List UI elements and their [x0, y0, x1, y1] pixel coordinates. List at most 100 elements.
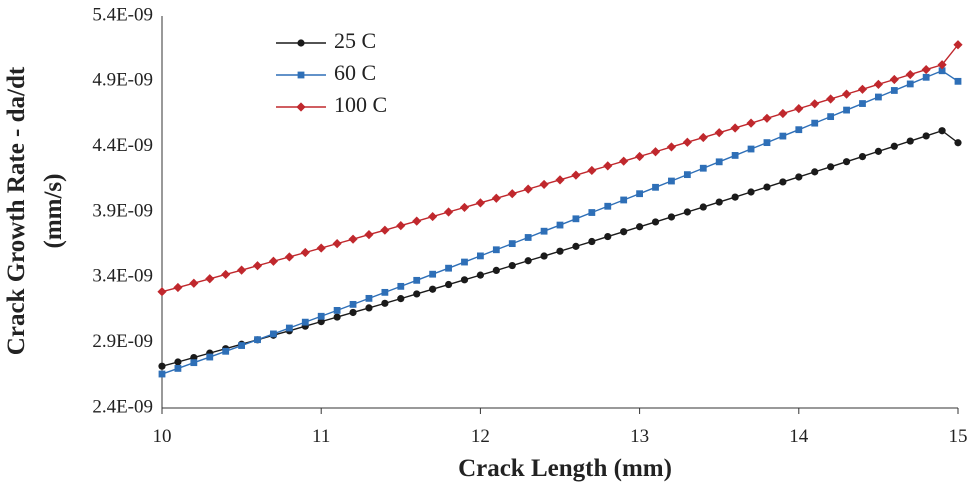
data-point-25c: [636, 223, 644, 231]
data-point-60c: [508, 240, 516, 248]
data-point-60c: [699, 164, 707, 172]
data-point-60c: [461, 258, 468, 266]
y-tick-label: 3.9E-09: [92, 200, 153, 221]
data-point-100c: [794, 104, 804, 114]
data-point-25c: [747, 188, 755, 196]
data-point-60c: [317, 312, 325, 320]
data-point-25c: [429, 285, 437, 293]
series-25c: [158, 127, 962, 370]
data-series: [157, 40, 963, 378]
data-point-25c: [763, 183, 771, 191]
data-point-100c: [682, 137, 692, 147]
data-point-100c: [841, 89, 852, 99]
data-point-60c: [222, 347, 230, 355]
data-point-60c: [301, 318, 309, 326]
data-point-100c: [507, 189, 517, 199]
data-point-100c: [459, 202, 470, 213]
data-point-25c: [954, 139, 962, 147]
data-point-100c: [268, 256, 279, 266]
data-point-25c: [620, 228, 628, 236]
data-point-60c: [620, 196, 628, 204]
data-point-25c: [524, 257, 532, 265]
data-point-100c: [730, 123, 740, 133]
data-point-100c: [889, 74, 899, 85]
data-point-100c: [603, 161, 613, 171]
data-point-100c: [937, 60, 947, 70]
data-point-60c: [429, 270, 437, 278]
data-point-100c: [762, 113, 772, 123]
data-point-100c: [428, 211, 438, 222]
data-point-60c: [715, 158, 723, 166]
data-point-25c: [174, 358, 182, 366]
x-tick-label: 15: [949, 426, 968, 447]
data-point-60c: [795, 126, 803, 134]
y-axis-title: Crack Growth Rate - da/dt (mm/s): [3, 66, 67, 355]
data-point-100c: [921, 64, 931, 75]
data-point-100c: [316, 243, 326, 253]
data-point-25c: [715, 198, 723, 206]
data-point-60c: [540, 227, 548, 235]
y-tick-label: 2.4E-09: [92, 396, 153, 417]
data-point-60c: [572, 215, 580, 223]
data-point-60c: [859, 100, 866, 107]
data-point-60c: [333, 306, 341, 314]
data-point-25c: [667, 213, 676, 221]
data-point-100c: [698, 132, 708, 143]
data-point-100c: [523, 184, 533, 194]
x-tick-label: 13: [630, 426, 649, 447]
y-tick-label: 4.9E-09: [92, 70, 153, 91]
data-point-100c: [396, 220, 406, 231]
data-point-100c: [826, 94, 836, 104]
data-point-25c: [444, 280, 453, 289]
data-point-60c: [938, 67, 946, 75]
data-point-25c: [317, 318, 325, 326]
data-point-60c: [285, 324, 293, 332]
data-point-60c: [588, 209, 596, 216]
data-point-100c: [364, 230, 374, 240]
data-point-100c: [810, 99, 820, 109]
data-point-60c: [875, 93, 882, 101]
data-point-60c: [954, 77, 962, 85]
data-point-100c: [173, 282, 183, 293]
data-point-100c: [650, 147, 661, 157]
data-point-60c: [922, 73, 930, 81]
x-tick-labels: 10 11 12 13 14 15: [153, 426, 968, 447]
data-point-60c: [206, 353, 214, 361]
data-point-25c: [365, 304, 373, 312]
data-point-100c: [619, 156, 629, 166]
data-point-100c: [555, 175, 565, 185]
legend-marker-60c: [297, 71, 305, 79]
data-point-100c: [443, 207, 454, 217]
x-tick-label: 14: [789, 426, 809, 447]
data-point-100c: [778, 108, 788, 119]
data-point-60c: [906, 80, 914, 88]
data-point-25c: [699, 203, 707, 211]
data-point-60c: [477, 252, 484, 260]
data-point-60c: [381, 288, 389, 296]
data-point-100c: [237, 265, 247, 275]
data-point-25c: [397, 295, 405, 303]
data-point-60c: [524, 234, 532, 241]
data-point-60c: [827, 113, 835, 121]
data-point-100c: [635, 151, 645, 162]
data-point-100c: [873, 79, 883, 89]
data-point-60c: [556, 221, 564, 229]
x-tick-label: 10: [153, 426, 172, 447]
data-point-100c: [539, 179, 549, 190]
legend-label-100c: 100 C: [334, 92, 387, 117]
data-point-25c: [874, 147, 883, 155]
data-point-100c: [380, 225, 390, 235]
data-point-25c: [731, 193, 739, 201]
data-point-60c: [349, 300, 357, 308]
data-point-25c: [938, 127, 946, 135]
data-point-100c: [332, 239, 342, 249]
data-point-25c: [779, 178, 787, 186]
data-point-60c: [158, 370, 166, 378]
data-point-25c: [858, 152, 867, 161]
data-point-100c: [284, 252, 294, 262]
data-point-60c: [890, 87, 898, 94]
data-point-100c: [905, 69, 915, 80]
data-point-25c: [540, 252, 548, 260]
data-point-100c: [587, 165, 597, 176]
y-tick-label: 5.4E-09: [92, 4, 153, 25]
